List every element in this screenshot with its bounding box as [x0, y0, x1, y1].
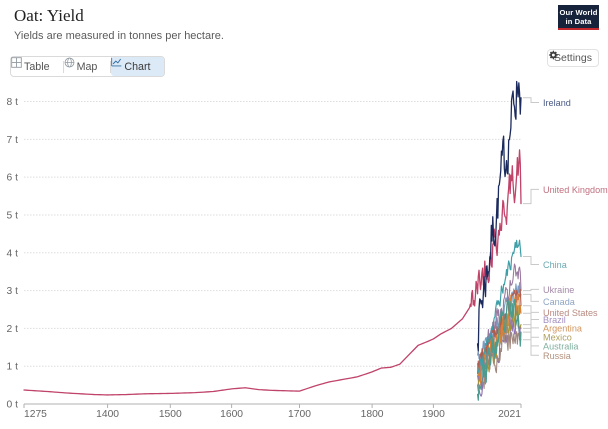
- svg-text:5 t: 5 t: [7, 210, 19, 221]
- svg-text:8 t: 8 t: [7, 97, 19, 108]
- svg-text:1700: 1700: [288, 409, 311, 420]
- svg-text:Ireland: Ireland: [543, 98, 571, 108]
- svg-text:United Kingdom: United Kingdom: [543, 185, 608, 195]
- svg-text:1275: 1275: [24, 409, 47, 420]
- svg-text:4 t: 4 t: [7, 248, 19, 259]
- svg-text:China: China: [543, 260, 568, 270]
- svg-text:7 t: 7 t: [7, 135, 19, 146]
- svg-text:Canada: Canada: [543, 297, 576, 307]
- svg-text:Russia: Russia: [543, 351, 572, 361]
- svg-text:1400: 1400: [96, 409, 119, 420]
- svg-text:1500: 1500: [159, 409, 182, 420]
- svg-text:1800: 1800: [361, 409, 384, 420]
- svg-text:2021: 2021: [498, 409, 521, 420]
- svg-text:Ukraine: Ukraine: [543, 285, 574, 295]
- svg-text:1900: 1900: [422, 409, 445, 420]
- svg-text:3 t: 3 t: [7, 286, 19, 297]
- svg-text:1 t: 1 t: [7, 362, 19, 373]
- svg-text:6 t: 6 t: [7, 173, 19, 184]
- svg-text:2 t: 2 t: [7, 324, 19, 335]
- svg-text:0 t: 0 t: [7, 400, 19, 411]
- svg-text:1600: 1600: [220, 409, 243, 420]
